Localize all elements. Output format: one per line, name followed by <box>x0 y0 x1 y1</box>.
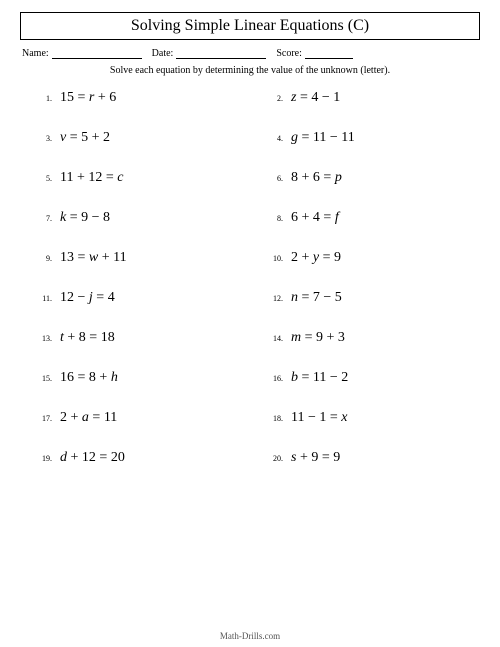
problem-12: 12. n = 7 − 5 <box>265 290 466 306</box>
equation: 15 = r + 6 <box>60 90 116 106</box>
problem-2: 2. z = 4 − 1 <box>265 90 466 106</box>
equation: 2 + y = 9 <box>291 250 341 266</box>
problem-number: 16. <box>265 374 283 383</box>
problem-5: 5. 11 + 12 = c <box>34 170 235 186</box>
problem-17: 17. 2 + a = 11 <box>34 410 235 426</box>
variable: v <box>60 130 66 145</box>
equation: 13 = w + 11 <box>60 250 127 266</box>
problem-number: 6. <box>265 174 283 183</box>
variable: p <box>335 170 342 185</box>
problem-number: 5. <box>34 174 52 183</box>
problem-number: 14. <box>265 334 283 343</box>
problem-number: 17. <box>34 414 52 423</box>
equation: n = 7 − 5 <box>291 290 342 306</box>
problem-3: 3. v = 5 + 2 <box>34 130 235 146</box>
variable: b <box>291 370 298 385</box>
variable: w <box>89 250 98 265</box>
problem-number: 8. <box>265 214 283 223</box>
problem-20: 20. s + 9 = 9 <box>265 450 466 466</box>
problem-number: 12. <box>265 294 283 303</box>
problem-9: 9. 13 = w + 11 <box>34 250 235 266</box>
variable: j <box>89 290 93 305</box>
variable: f <box>335 210 339 225</box>
score-blank[interactable] <box>305 48 353 59</box>
variable: h <box>111 370 118 385</box>
problem-number: 15. <box>34 374 52 383</box>
problem-6: 6. 8 + 6 = p <box>265 170 466 186</box>
equation: m = 9 + 3 <box>291 330 345 346</box>
name-field: Name: <box>22 48 142 59</box>
problem-14: 14. m = 9 + 3 <box>265 330 466 346</box>
variable: g <box>291 130 298 145</box>
equation: 2 + a = 11 <box>60 410 117 426</box>
problem-number: 2. <box>265 94 283 103</box>
variable: n <box>291 290 298 305</box>
problem-19: 19. d + 12 = 20 <box>34 450 235 466</box>
problem-number: 9. <box>34 254 52 263</box>
score-label: Score: <box>276 48 302 59</box>
date-field: Date: <box>152 48 267 59</box>
problem-number: 10. <box>265 254 283 263</box>
problem-4: 4. g = 11 − 11 <box>265 130 466 146</box>
equation: k = 9 − 8 <box>60 210 110 226</box>
problem-number: 7. <box>34 214 52 223</box>
variable: z <box>291 90 296 105</box>
equation: 11 − 1 = x <box>291 410 348 426</box>
problem-11: 11. 12 − j = 4 <box>34 290 235 306</box>
problem-number: 11. <box>34 294 52 303</box>
equation: 11 + 12 = c <box>60 170 124 186</box>
equation: g = 11 − 11 <box>291 130 355 146</box>
equation: s + 9 = 9 <box>291 450 340 466</box>
problem-number: 18. <box>265 414 283 423</box>
problem-number: 19. <box>34 454 52 463</box>
date-label: Date: <box>152 48 174 59</box>
problem-18: 18. 11 − 1 = x <box>265 410 466 426</box>
header-row: Name: Date: Score: <box>20 48 480 59</box>
equation: v = 5 + 2 <box>60 130 110 146</box>
equation: 12 − j = 4 <box>60 290 115 306</box>
score-field: Score: <box>276 48 353 59</box>
variable: a <box>82 410 89 425</box>
name-blank[interactable] <box>52 48 142 59</box>
problem-7: 7. k = 9 − 8 <box>34 210 235 226</box>
variable: y <box>313 250 319 265</box>
variable: t <box>60 330 64 345</box>
date-blank[interactable] <box>176 48 266 59</box>
footer-text: Math-Drills.com <box>0 631 500 641</box>
variable: r <box>89 90 94 105</box>
equation: d + 12 = 20 <box>60 450 125 466</box>
equation: 6 + 4 = f <box>291 210 339 226</box>
equation: b = 11 − 2 <box>291 370 348 386</box>
problem-15: 15. 16 = 8 + h <box>34 370 235 386</box>
problem-number: 4. <box>265 134 283 143</box>
variable: c <box>117 170 123 185</box>
problem-16: 16. b = 11 − 2 <box>265 370 466 386</box>
variable: s <box>291 450 296 465</box>
variable: m <box>291 330 301 345</box>
problem-10: 10. 2 + y = 9 <box>265 250 466 266</box>
instruction-text: Solve each equation by determining the v… <box>20 65 480 76</box>
page-title: Solving Simple Linear Equations (C) <box>131 17 369 34</box>
problem-8: 8. 6 + 4 = f <box>265 210 466 226</box>
equation: z = 4 − 1 <box>291 90 340 106</box>
variable: x <box>341 410 347 425</box>
problem-1: 1. 15 = r + 6 <box>34 90 235 106</box>
problem-number: 1. <box>34 94 52 103</box>
equation: 16 = 8 + h <box>60 370 118 386</box>
title-box: Solving Simple Linear Equations (C) <box>20 12 480 40</box>
problems-grid: 1. 15 = r + 6 2. z = 4 − 1 3. v = 5 + 2 4. g = … <box>20 90 480 466</box>
equation: t + 8 = 18 <box>60 330 115 346</box>
problem-13: 13. t + 8 = 18 <box>34 330 235 346</box>
equation: 8 + 6 = p <box>291 170 342 186</box>
problem-number: 13. <box>34 334 52 343</box>
problem-number: 20. <box>265 454 283 463</box>
name-label: Name: <box>22 48 49 59</box>
variable: k <box>60 210 66 225</box>
problem-number: 3. <box>34 134 52 143</box>
variable: d <box>60 450 67 465</box>
